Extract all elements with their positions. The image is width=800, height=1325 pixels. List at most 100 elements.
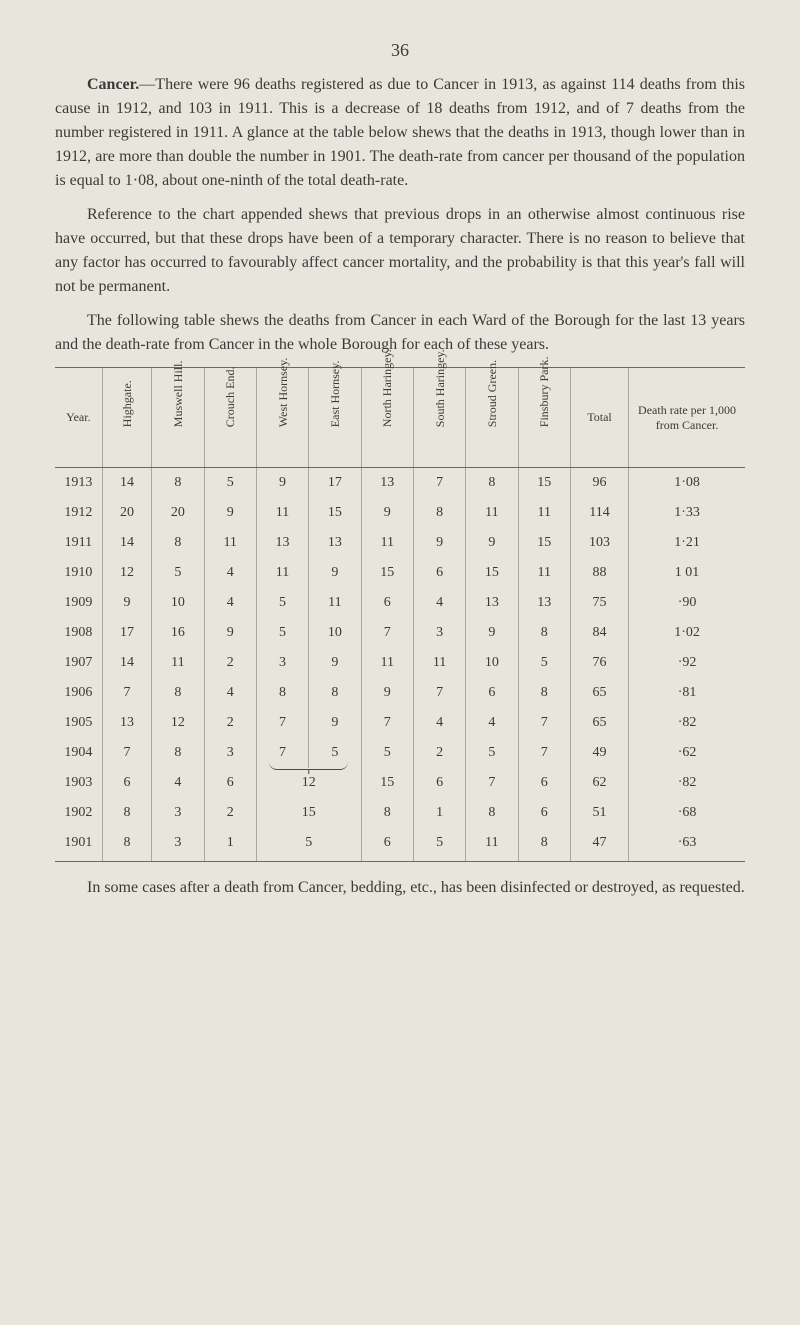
- cell-total: 114: [570, 498, 628, 528]
- cell-value: 15: [361, 768, 413, 798]
- cell-value: 6: [466, 678, 518, 708]
- cell-value: 16: [152, 618, 204, 648]
- cell-value: 9: [102, 588, 151, 618]
- table-row: 19071411239111110576·92: [55, 648, 745, 678]
- cell-rate: 1·33: [629, 498, 745, 528]
- cell-value: 14: [102, 528, 151, 558]
- cell-value: 13: [518, 588, 570, 618]
- cell-value: 7: [256, 708, 308, 738]
- cell-value: 6: [102, 768, 151, 798]
- cell-merged-hornsey: 5: [256, 828, 361, 862]
- cell-value: 7: [466, 768, 518, 798]
- cell-value: 9: [309, 648, 361, 678]
- cell-value: 5: [256, 618, 308, 648]
- cell-value: 8: [152, 528, 204, 558]
- cell-value: 11: [466, 828, 518, 862]
- cell-total: 51: [570, 798, 628, 828]
- cell-total: 76: [570, 648, 628, 678]
- cell-total: 88: [570, 558, 628, 588]
- cancer-deaths-table: Year. Highgate. Muswell Hill. Crouch End…: [55, 367, 745, 862]
- cell-merged-hornsey: 12: [256, 768, 361, 798]
- col-death-rate: Death rate per 1,000 from Cancer.: [629, 368, 745, 468]
- cell-value: 4: [204, 678, 256, 708]
- cell-value: 11: [256, 558, 308, 588]
- cell-value: 2: [413, 738, 465, 768]
- cell-value: 14: [102, 468, 151, 499]
- col-highgate: Highgate.: [102, 368, 151, 468]
- cell-value: 7: [518, 708, 570, 738]
- cell-year: 1910: [55, 558, 102, 588]
- cell-value: 11: [152, 648, 204, 678]
- cell-value: 12: [102, 558, 151, 588]
- cell-value: 20: [152, 498, 204, 528]
- col-south-haringey: South Haringey.: [413, 368, 465, 468]
- cell-value: 15: [361, 558, 413, 588]
- cell-value: 17: [309, 468, 361, 499]
- cell-value: 9: [204, 618, 256, 648]
- cell-value: 7: [518, 738, 570, 768]
- cell-value: 8: [466, 798, 518, 828]
- table-row: 191012541191561511881 01: [55, 558, 745, 588]
- brace-icon: [269, 762, 348, 770]
- col-north-haringey: North Haringey.: [361, 368, 413, 468]
- cell-value: 15: [466, 558, 518, 588]
- cell-value: 6: [361, 588, 413, 618]
- cell-value: 12: [152, 708, 204, 738]
- cell-rate: 1 01: [629, 558, 745, 588]
- cell-total: 49: [570, 738, 628, 768]
- cell-value: 8: [102, 798, 151, 828]
- cell-value: 4: [204, 588, 256, 618]
- cell-value: 5: [256, 588, 308, 618]
- col-finsbury-park: Finsbury Park.: [518, 368, 570, 468]
- cell-value: 15: [309, 498, 361, 528]
- cell-value: 5: [204, 468, 256, 499]
- cell-total: 65: [570, 708, 628, 738]
- cell-year: 1906: [55, 678, 102, 708]
- cell-value: 6: [413, 768, 465, 798]
- cell-total: 96: [570, 468, 628, 499]
- cell-value: 4: [466, 708, 518, 738]
- cell-value: 2: [204, 708, 256, 738]
- table-row: 1908171695107398841·02: [55, 618, 745, 648]
- cell-value: 8: [256, 678, 308, 708]
- footer-paragraph: In some cases after a death from Cancer,…: [55, 876, 745, 900]
- cell-value: 13: [466, 588, 518, 618]
- cell-value: 11: [413, 648, 465, 678]
- cell-value: 3: [204, 738, 256, 768]
- cell-value: 15: [518, 468, 570, 499]
- table-row: 19111481113131199151031·21: [55, 528, 745, 558]
- cell-value: 11: [256, 498, 308, 528]
- cell-value: 5: [518, 648, 570, 678]
- cell-value: 9: [361, 678, 413, 708]
- table-body: 19131485917137815961·0819122020911159811…: [55, 468, 745, 862]
- data-table-wrap: Year. Highgate. Muswell Hill. Crouch End…: [55, 367, 745, 862]
- cell-value: 8: [152, 468, 204, 499]
- table-row: 1903646121567662·82: [55, 768, 745, 798]
- cell-value: 2: [204, 648, 256, 678]
- col-west-hornsey: West Hornsey.: [256, 368, 308, 468]
- cell-value: 3: [413, 618, 465, 648]
- cell-total: 103: [570, 528, 628, 558]
- cell-value: 11: [309, 588, 361, 618]
- para1-body: —There were 96 deaths registered as due …: [55, 76, 745, 189]
- cell-value: 17: [102, 618, 151, 648]
- cell-value: 9: [413, 528, 465, 558]
- cell-value: 8: [518, 828, 570, 862]
- cell-value: 5: [152, 558, 204, 588]
- cell-value: 7: [413, 678, 465, 708]
- table-row: 190283215818651·68: [55, 798, 745, 828]
- cell-year: 1902: [55, 798, 102, 828]
- cell-year: 1913: [55, 468, 102, 499]
- paragraph-3: The following table shews the deaths fro…: [55, 309, 745, 357]
- cell-value: 9: [466, 618, 518, 648]
- table-row: 19051312279744765·82: [55, 708, 745, 738]
- cell-year: 1903: [55, 768, 102, 798]
- cell-value: 8: [152, 678, 204, 708]
- para1-lead: Cancer.: [87, 76, 139, 93]
- cell-value: 6: [518, 768, 570, 798]
- cell-value: 7: [102, 678, 151, 708]
- cell-year: 1901: [55, 828, 102, 862]
- cell-year: 1904: [55, 738, 102, 768]
- table-header-row: Year. Highgate. Muswell Hill. Crouch End…: [55, 368, 745, 468]
- cell-value: 10: [152, 588, 204, 618]
